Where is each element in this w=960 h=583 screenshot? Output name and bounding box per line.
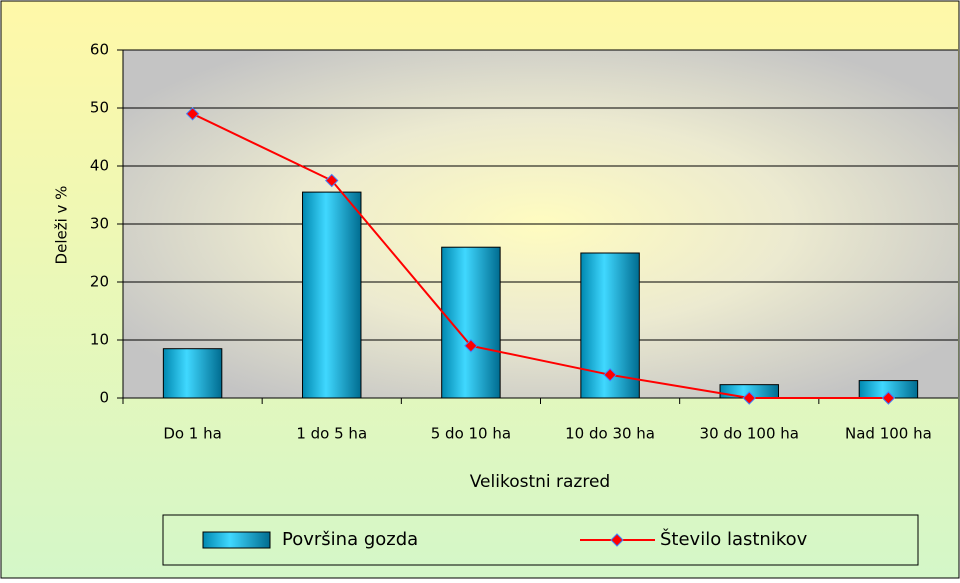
line-marker [185, 107, 200, 121]
y-tick-label: 30 [90, 215, 109, 233]
x-tick-label: 5 do 10 ha [431, 425, 511, 443]
legend-box [162, 514, 919, 566]
legend-swatch [202, 531, 271, 549]
legend-label: Površina gozda [282, 529, 418, 550]
y-tick-label: 20 [90, 273, 109, 291]
line [192, 112, 889, 399]
line-marker [742, 391, 756, 405]
x-tick-label: Do 1 ha [163, 425, 222, 443]
line-marker [325, 173, 339, 188]
y-axis-title: Deleži v % [53, 186, 71, 265]
bar [162, 348, 223, 399]
y-tick-label: 60 [90, 41, 109, 59]
line-marker [881, 391, 896, 405]
x-tick-label: 30 do 100 ha [700, 425, 799, 443]
y-tick-label: 10 [90, 331, 109, 349]
y-tick-label: 0 [99, 389, 109, 407]
y-tick-label: 50 [90, 99, 109, 117]
line-marker [464, 339, 478, 353]
line-marker [603, 368, 617, 382]
x-tick-label: 1 do 5 ha [296, 425, 367, 443]
x-tick-label: Nad 100 ha [845, 425, 932, 443]
y-tick-label: 40 [90, 157, 109, 175]
x-tick-label: 10 do 30 ha [565, 425, 655, 443]
legend-swatch-marker [610, 533, 624, 547]
legend-label: Število lastnikov [660, 528, 808, 550]
x-axis-title: Velikostni razred [470, 472, 610, 492]
bar [302, 191, 362, 399]
